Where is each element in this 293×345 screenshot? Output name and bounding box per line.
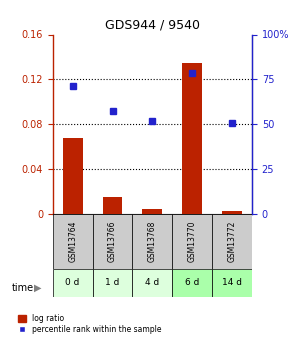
FancyBboxPatch shape — [212, 269, 252, 297]
Title: GDS944 / 9540: GDS944 / 9540 — [105, 19, 200, 32]
FancyBboxPatch shape — [172, 214, 212, 269]
Text: 0 d: 0 d — [65, 278, 80, 287]
Text: GSM13770: GSM13770 — [188, 221, 197, 262]
Bar — [142, 209, 162, 214]
Text: GSM13766: GSM13766 — [108, 221, 117, 262]
Text: 6 d: 6 d — [185, 278, 200, 287]
FancyBboxPatch shape — [93, 269, 132, 297]
Legend: log ratio, percentile rank within the sample: log ratio, percentile rank within the sa… — [18, 314, 162, 334]
FancyBboxPatch shape — [53, 269, 93, 297]
FancyBboxPatch shape — [93, 214, 132, 269]
FancyBboxPatch shape — [172, 269, 212, 297]
Text: time: time — [12, 283, 34, 293]
Bar — [63, 138, 83, 214]
FancyBboxPatch shape — [212, 214, 252, 269]
Text: 4 d: 4 d — [145, 278, 159, 287]
Text: GSM13768: GSM13768 — [148, 221, 157, 262]
Bar — [222, 210, 242, 214]
Text: GSM13764: GSM13764 — [68, 221, 77, 262]
FancyBboxPatch shape — [132, 214, 172, 269]
Text: GSM13772: GSM13772 — [228, 221, 236, 262]
FancyBboxPatch shape — [53, 214, 93, 269]
Bar — [103, 197, 122, 214]
Text: 14 d: 14 d — [222, 278, 242, 287]
Text: ▶: ▶ — [34, 283, 41, 293]
FancyBboxPatch shape — [132, 269, 172, 297]
Bar — [182, 62, 202, 214]
Text: 1 d: 1 d — [105, 278, 120, 287]
